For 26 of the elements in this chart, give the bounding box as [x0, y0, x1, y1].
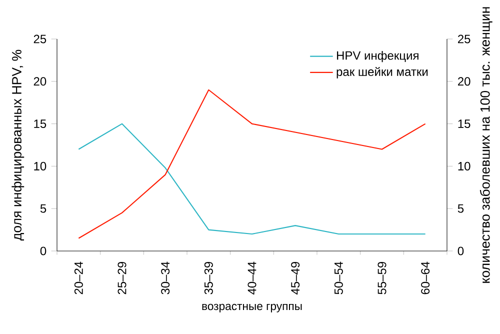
- legend-label: рак шейки матки: [336, 66, 428, 78]
- x-tick-label: 35–39: [204, 262, 213, 294]
- y2-tick-label: 15: [458, 120, 470, 128]
- x-tick-label: 60–64: [421, 262, 430, 294]
- legend-label: HPV инфекция: [337, 50, 418, 62]
- x-tick-label: 30–34: [161, 262, 170, 294]
- y2-tick-label: 25: [458, 34, 470, 44]
- x-tick-label: 50–54: [334, 262, 343, 294]
- y2-tick-label: 10: [458, 162, 470, 170]
- y-axis-title: доля инфицированных HPV, %: [12, 50, 24, 240]
- y-tick-label: 5: [40, 204, 46, 213]
- x-tick-label: 25–29: [118, 262, 126, 294]
- y-tick-label: 0: [40, 246, 46, 256]
- y-tick-label: 20: [34, 77, 46, 86]
- x-tick-label: 40–44: [248, 262, 256, 294]
- x-tick-label: 55–59: [378, 262, 386, 294]
- x-axis-title: возрастные группы: [202, 304, 302, 312]
- y2-tick-label: 0: [458, 246, 464, 256]
- y-tick-label: 25: [34, 34, 46, 44]
- x-tick-label: 20–24: [74, 262, 83, 294]
- x-tick-label: 45–49: [291, 262, 300, 294]
- y2-tick-label: 5: [458, 204, 464, 213]
- y-tick-label: 10: [34, 162, 46, 170]
- y2-tick-label: 20: [458, 77, 470, 86]
- y2-axis-title: количество заболевших на 100 тыс. женщин: [480, 7, 492, 283]
- y-tick-label: 15: [34, 120, 46, 128]
